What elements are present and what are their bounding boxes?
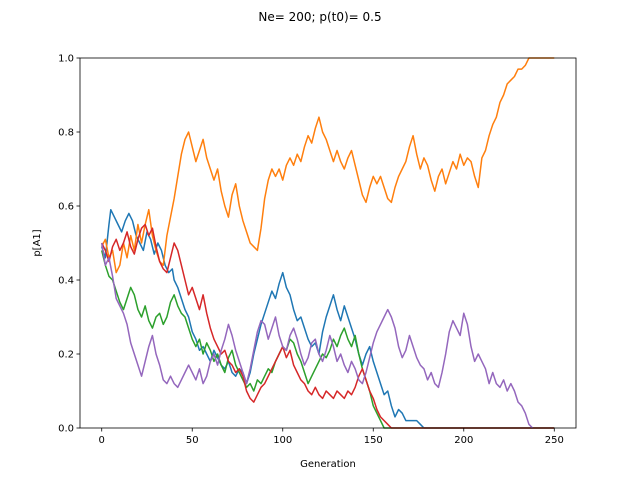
chart-title: Ne= 200; p(t0)= 0.5 xyxy=(258,10,381,24)
x-tick-label: 100 xyxy=(273,435,292,446)
x-tick-label: 50 xyxy=(186,435,199,446)
x-tick-label: 200 xyxy=(454,435,473,446)
y-axis: 0.0 0.2 0.4 0.6 0.8 1.0 xyxy=(58,54,80,435)
series-line-2 xyxy=(101,57,555,274)
y-tick-label: 1.0 xyxy=(58,54,74,65)
series-line-4 xyxy=(101,223,555,429)
y-tick-label: 0.4 xyxy=(58,276,74,287)
x-tick-label: 150 xyxy=(364,435,383,446)
series-line-1 xyxy=(101,208,555,429)
series-line-5 xyxy=(100,242,534,429)
x-tick-label: 0 xyxy=(99,435,105,446)
series-layer xyxy=(100,57,555,429)
x-axis: 0 50 100 150 200 250 xyxy=(99,428,564,446)
y-tick-label: 0.2 xyxy=(58,350,74,361)
plot-frame xyxy=(79,57,577,429)
x-axis-label: Generation xyxy=(300,459,356,470)
y-tick-label: 0.8 xyxy=(58,128,74,139)
y-tick-label: 0.6 xyxy=(58,202,74,213)
x-tick-label: 250 xyxy=(545,435,564,446)
y-tick-label: 0.0 xyxy=(58,424,74,435)
plot-area xyxy=(79,57,577,429)
y-axis-label: p[A1] xyxy=(32,229,43,256)
